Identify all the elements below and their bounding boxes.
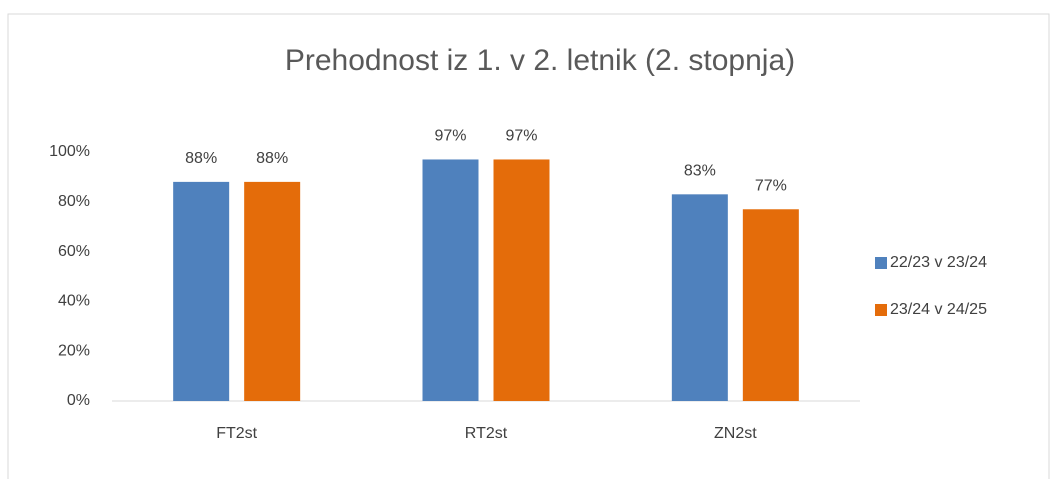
legend-swatch	[875, 304, 887, 316]
x-tick-label: RT2st	[465, 425, 508, 442]
bar	[671, 194, 728, 401]
legend-label: 22/23 v 23/24	[890, 254, 987, 271]
y-tick-label: 0%	[67, 392, 90, 409]
x-tick-label: ZN2st	[714, 425, 757, 442]
chart-title: Prehodnost iz 1. v 2. letnik (2. stopnja…	[285, 44, 795, 77]
value-label: 83%	[684, 163, 716, 180]
bar	[173, 181, 230, 401]
value-label: 88%	[256, 150, 288, 167]
value-label: 77%	[755, 177, 787, 194]
bar	[422, 159, 479, 401]
value-label: 97%	[434, 128, 466, 145]
y-tick-label: 20%	[58, 342, 90, 359]
legend-swatch	[875, 257, 887, 269]
bar	[244, 181, 301, 401]
chart-border	[7, 13, 1050, 479]
value-label: 97%	[505, 128, 537, 145]
value-label: 88%	[185, 150, 217, 167]
bar	[742, 209, 799, 401]
x-tick-label: FT2st	[216, 425, 257, 442]
y-tick-label: 80%	[58, 193, 90, 210]
y-tick-label: 60%	[58, 243, 90, 260]
legend-label: 23/24 v 24/25	[890, 301, 987, 318]
bar	[493, 159, 550, 401]
y-tick-label: 40%	[58, 293, 90, 310]
y-tick-label: 100%	[49, 143, 90, 160]
